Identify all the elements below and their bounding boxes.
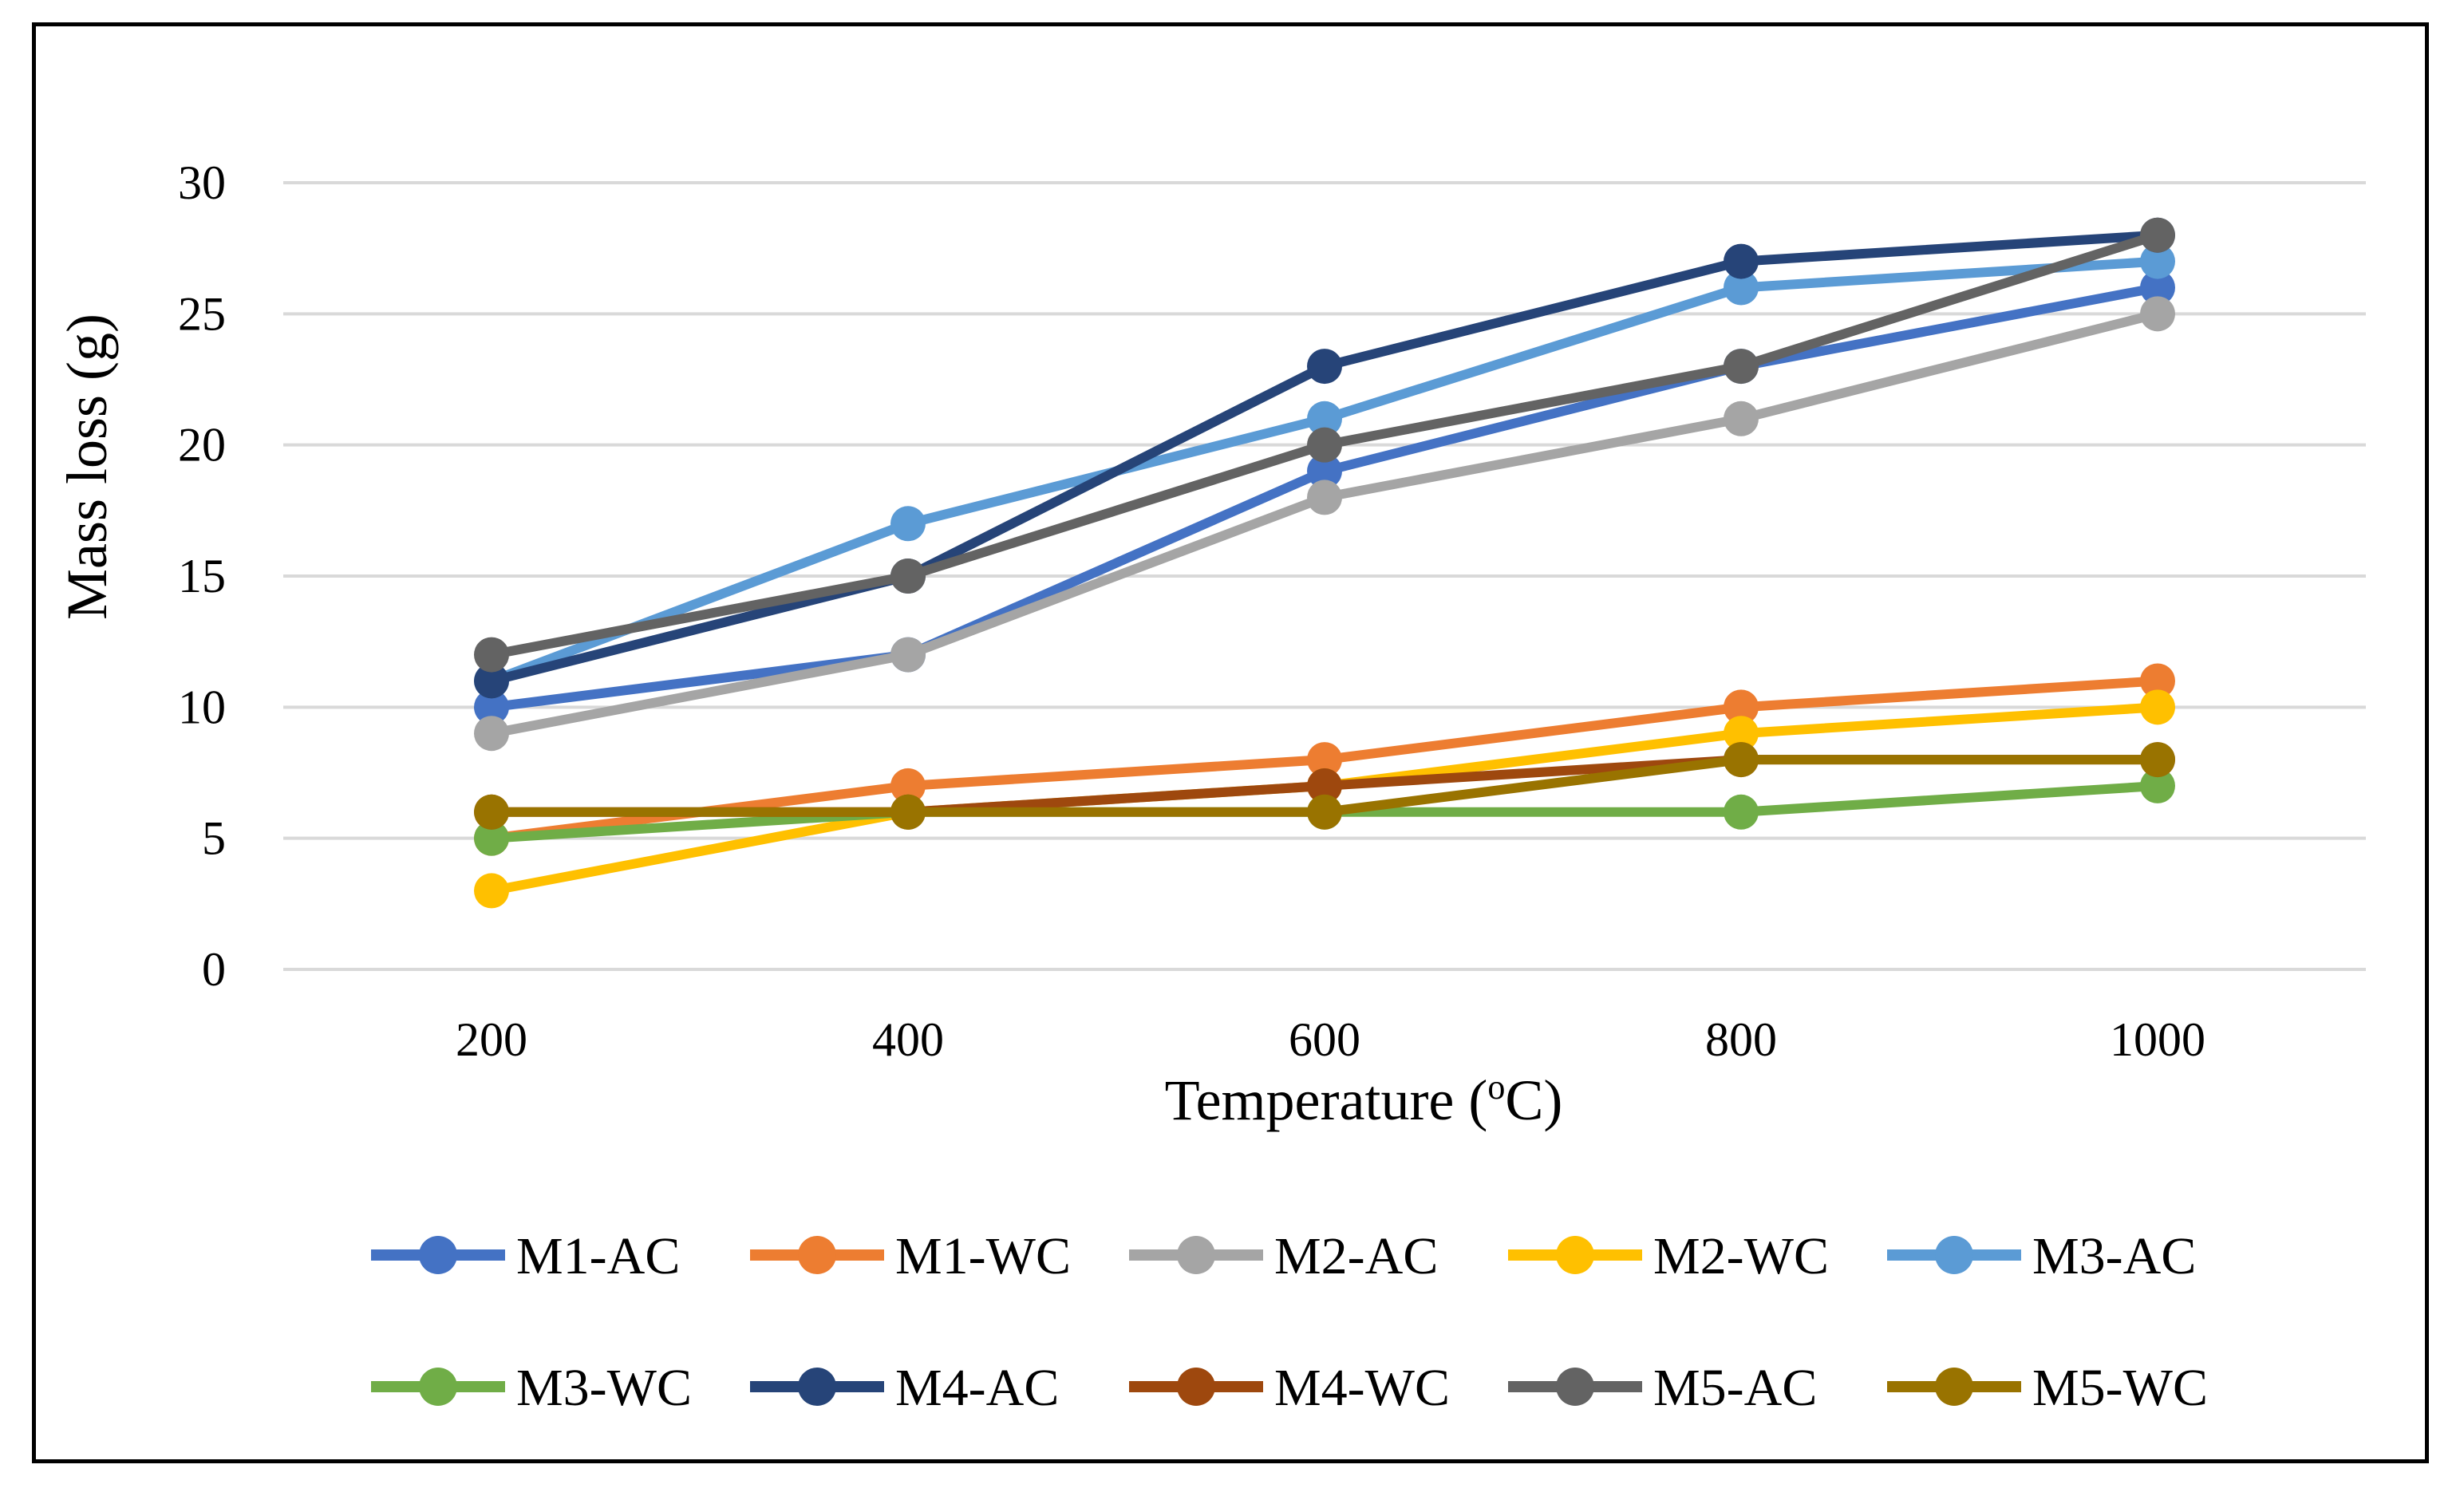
data-point-M1-WC-400	[890, 768, 926, 803]
x-axis-title-superscript: o	[1487, 1068, 1505, 1107]
data-point-M2-AC-600	[1307, 480, 1342, 515]
data-point-M1-AC-600	[1307, 453, 1342, 489]
legend-marker	[1935, 1236, 1973, 1274]
x-tick-label: 1000	[2110, 1013, 2205, 1066]
series-lines	[474, 217, 2175, 909]
legend-marker	[1556, 1236, 1594, 1274]
data-point-M4-AC-200	[474, 663, 509, 699]
legend: M1-AC M1-WC M2-AC M2-WC M3-AC M3-WC M4-AC M4-WC…	[371, 1227, 2208, 1417]
x-axis-title-unit: C)	[1505, 1068, 1562, 1132]
data-point-M5-WC-200	[474, 794, 509, 830]
data-point-M2-AC-800	[1724, 401, 1759, 436]
x-tick-label: 800	[1705, 1013, 1777, 1066]
y-tick-label: 25	[178, 287, 226, 340]
data-point-M3-AC-1000	[2140, 243, 2175, 279]
legend-label: M2-AC	[1274, 1227, 1438, 1285]
data-point-M5-WC-1000	[2140, 742, 2175, 778]
data-point-M5-WC-600	[1307, 794, 1342, 830]
data-point-M2-WC-800	[1724, 716, 1759, 752]
data-point-M1-AC-1000	[2140, 270, 2175, 306]
data-point-M5-AC-800	[1724, 349, 1759, 385]
x-tick-label: 200	[456, 1013, 527, 1066]
y-tick-label: 20	[178, 419, 226, 472]
data-point-M5-AC-1000	[2140, 217, 2175, 253]
legend-label: M3-AC	[2032, 1227, 2196, 1285]
x-tick-label: 600	[1289, 1013, 1360, 1066]
x-tick-label: 400	[872, 1013, 944, 1066]
data-point-M3-AC-600	[1307, 401, 1342, 436]
data-point-M5-AC-600	[1307, 427, 1342, 463]
data-point-M1-WC-600	[1307, 742, 1342, 778]
legend-label: M4-AC	[895, 1359, 1059, 1417]
data-point-M1-WC-1000	[2140, 663, 2175, 699]
data-point-M2-AC-200	[474, 716, 509, 752]
legend-item-M2-WC: M2-WC	[1508, 1227, 1829, 1285]
legend-marker	[1935, 1368, 1973, 1406]
legend-item-M1-WC: M1-WC	[750, 1227, 1071, 1285]
legend-item-M5-AC: M5-AC	[1508, 1359, 1817, 1417]
y-axis-title: Mass loss (g)	[55, 314, 119, 620]
data-point-M3-WC-1000	[2140, 768, 2175, 803]
x-axis-ticks: 200 400 600 800 1000	[456, 1013, 2205, 1066]
data-point-M2-WC-1000	[2140, 689, 2175, 725]
series-M2-AC	[474, 296, 2175, 752]
data-point-M5-AC-200	[474, 637, 509, 673]
legend-label: M3-WC	[516, 1359, 692, 1417]
data-point-M2-AC-1000	[2140, 296, 2175, 332]
gridlines	[283, 181, 2366, 971]
y-tick-label: 15	[178, 550, 226, 602]
data-point-M2-AC-400	[890, 637, 926, 673]
y-tick-label: 5	[202, 812, 226, 865]
data-point-M3-AC-400	[890, 506, 926, 542]
y-tick-label: 0	[202, 943, 226, 996]
data-point-M4-AC-800	[1724, 243, 1759, 279]
legend-label: M5-AC	[1653, 1359, 1817, 1417]
data-point-M5-WC-400	[890, 794, 926, 830]
data-point-M1-AC-200	[474, 689, 509, 725]
legend-item-M3-AC: M3-AC	[1887, 1227, 2196, 1285]
legend-marker	[1177, 1236, 1215, 1274]
legend-label: M2-WC	[1653, 1227, 1829, 1285]
data-point-M3-WC-800	[1724, 794, 1759, 830]
legend-marker	[419, 1368, 457, 1406]
x-axis-title-main: Temperature (	[1165, 1068, 1488, 1132]
legend-item-M1-AC: M1-AC	[371, 1227, 680, 1285]
data-point-M5-WC-800	[1724, 742, 1759, 778]
series-M5-AC	[474, 217, 2175, 673]
legend-item-M5-WC: M5-WC	[1887, 1359, 2208, 1417]
legend-item-M4-AC: M4-AC	[750, 1359, 1059, 1417]
legend-marker	[798, 1368, 836, 1406]
legend-label: M1-WC	[895, 1227, 1071, 1285]
data-point-M2-WC-200	[474, 873, 509, 909]
data-point-M4-AC-600	[1307, 349, 1342, 385]
y-tick-label: 30	[178, 156, 226, 209]
legend-marker	[1177, 1368, 1215, 1406]
data-point-M5-AC-400	[890, 559, 926, 594]
y-tick-label: 10	[178, 681, 226, 733]
legend-label: M5-WC	[2032, 1359, 2208, 1417]
legend-label: M4-WC	[1274, 1359, 1450, 1417]
line-chart: 0 5 10 15 20 25 30 200 400 600 800 1000 Mass loss …	[55, 156, 2366, 1417]
legend-item-M3-WC: M3-WC	[371, 1359, 692, 1417]
data-point-M4-WC-600	[1307, 768, 1342, 803]
data-point-M1-WC-800	[1724, 689, 1759, 725]
legend-item-M4-WC: M4-WC	[1129, 1359, 1450, 1417]
data-point-M3-WC-200	[474, 820, 509, 856]
legend-item-M2-AC: M2-AC	[1129, 1227, 1438, 1285]
legend-label: M1-AC	[516, 1227, 680, 1285]
legend-marker	[1556, 1368, 1594, 1406]
data-point-M3-AC-800	[1724, 270, 1759, 306]
chart-frame: 0 5 10 15 20 25 30 200 400 600 800 1000 Mass loss …	[32, 22, 2429, 1463]
y-axis-ticks: 0 5 10 15 20 25 30	[178, 156, 226, 996]
legend-marker	[798, 1236, 836, 1274]
series-M5-WC	[474, 742, 2175, 830]
x-axis-title: Temperature (oC)	[1165, 1068, 1563, 1132]
legend-marker	[419, 1236, 457, 1274]
